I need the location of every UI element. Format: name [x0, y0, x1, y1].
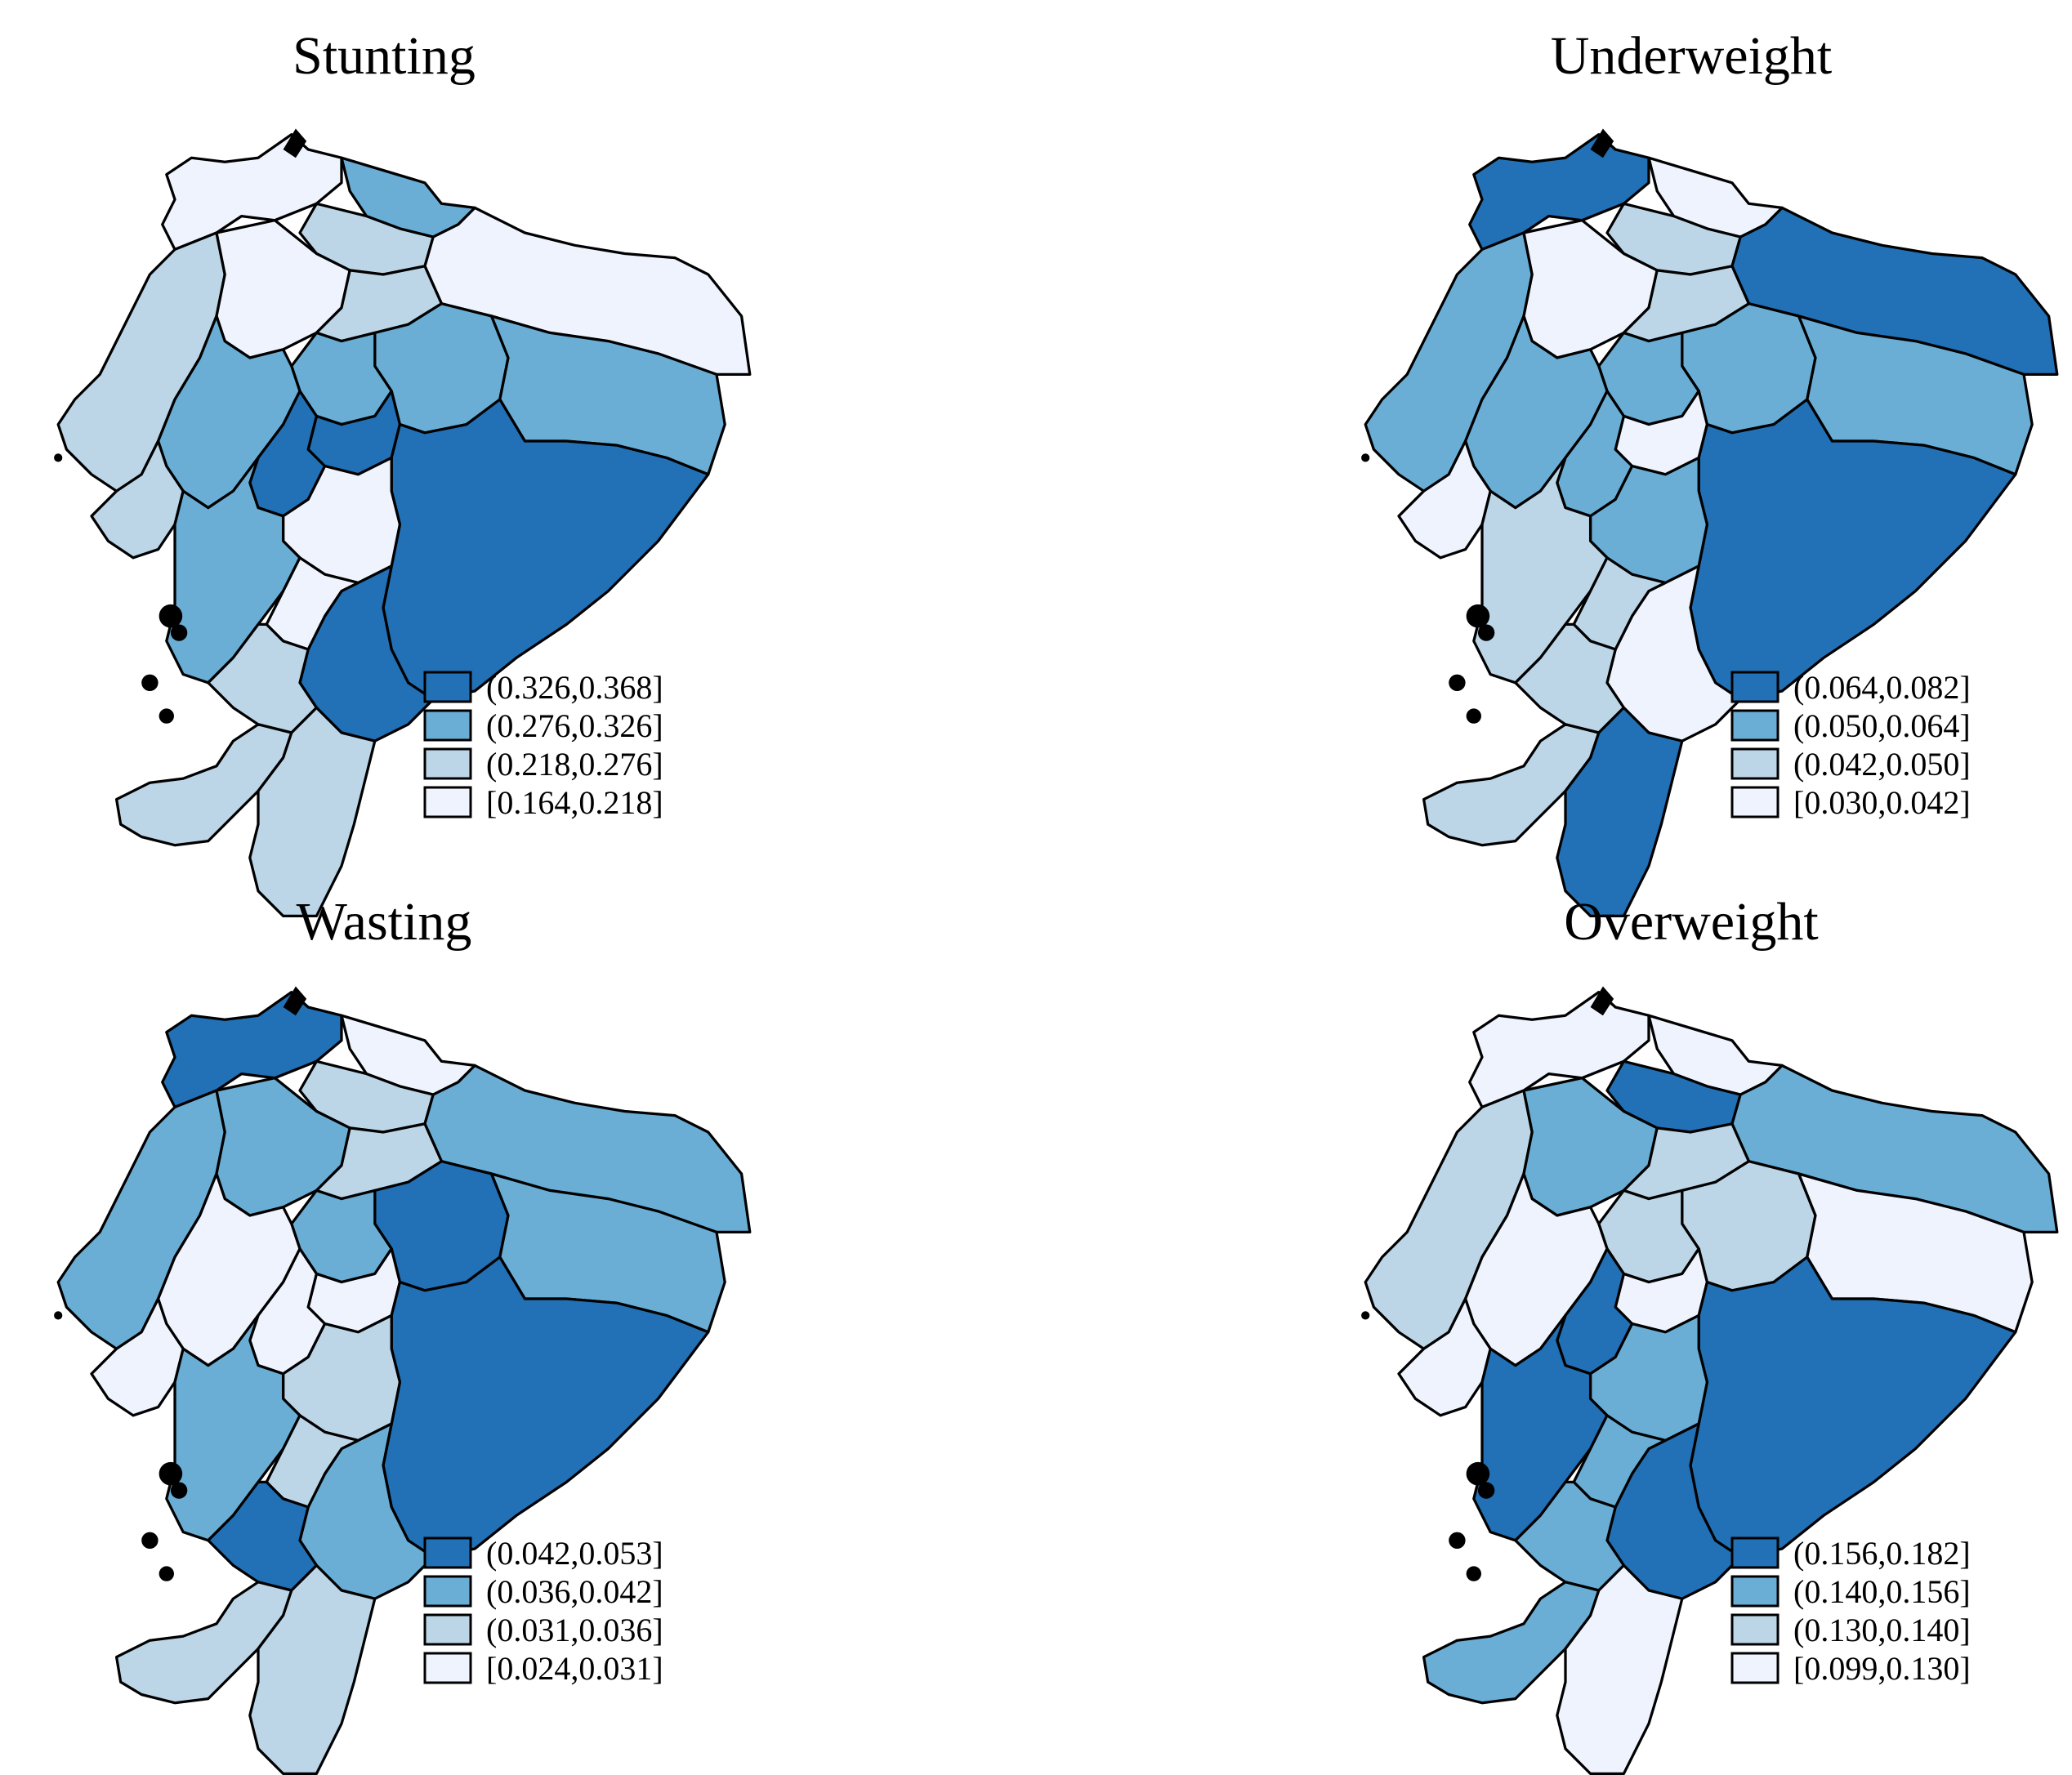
- legend-swatch: [423, 671, 472, 703]
- legend-label: (0.218,0.276]: [486, 746, 663, 783]
- panel-title: Wasting: [297, 892, 472, 952]
- legend-label: [0.030,0.042]: [1793, 784, 1971, 821]
- map-stunting: [54, 128, 752, 918]
- island-marker: [159, 1566, 174, 1581]
- legend-swatch: [1730, 786, 1780, 818]
- legend-swatch: [1730, 1536, 1780, 1569]
- legend-label: (0.276,0.326]: [486, 707, 663, 744]
- island-marker: [141, 674, 159, 691]
- map-panel-wasting: Wasting (0.042,0.053](0.036,0.042](0.031,…: [54, 892, 752, 1775]
- island-marker: [170, 1482, 188, 1499]
- legend-swatch: [1730, 1652, 1780, 1684]
- coastal-feature: [283, 986, 307, 1016]
- legend-label: [0.024,0.031]: [486, 1650, 663, 1687]
- island-marker: [159, 604, 183, 628]
- legend-label: [0.099,0.130]: [1793, 1650, 1971, 1687]
- legend-swatch: [423, 747, 472, 780]
- panel-title: Overweight: [1564, 892, 1819, 952]
- legend-label: (0.050,0.064]: [1793, 707, 1971, 744]
- province-region: [215, 1077, 351, 1217]
- province-region: [161, 991, 343, 1109]
- coastal-feature: [1590, 986, 1614, 1016]
- legend-label: [0.164,0.218]: [486, 784, 663, 821]
- legend-stunting: (0.326,0.368](0.276,0.326](0.218,0.276][…: [423, 669, 663, 821]
- province-region: [1468, 133, 1650, 252]
- legend-swatch: [423, 709, 472, 742]
- panel-title: Underweight: [1551, 26, 1833, 86]
- legend-swatch: [1730, 671, 1780, 703]
- island-marker: [170, 624, 188, 641]
- province-region: [248, 1563, 377, 1775]
- island-marker: [1449, 1532, 1466, 1549]
- legend-label: (0.156,0.182]: [1793, 1535, 1971, 1572]
- legend-label: (0.042,0.050]: [1793, 746, 1971, 783]
- legend-swatch: [423, 786, 472, 818]
- island-marker: [141, 1532, 159, 1549]
- island-marker: [1466, 1566, 1481, 1581]
- legend-swatch: [1730, 1613, 1780, 1646]
- province-region: [1522, 219, 1659, 359]
- legend-underweight: (0.064,0.082](0.050,0.064](0.042,0.050][…: [1730, 669, 1971, 821]
- coastal-feature: [1590, 128, 1614, 158]
- legend-label: (0.326,0.368]: [486, 669, 663, 706]
- island-marker: [1466, 1461, 1490, 1486]
- legend-swatch: [423, 1575, 472, 1608]
- island-marker: [159, 708, 174, 724]
- province-region: [215, 219, 351, 359]
- province-region: [248, 706, 377, 918]
- legend-swatch: [423, 1652, 472, 1684]
- panel-title: Stunting: [292, 26, 476, 86]
- province-region: [1556, 1563, 1684, 1775]
- island-marker: [159, 1461, 183, 1486]
- legend-swatch: [1730, 709, 1780, 742]
- island-marker: [1466, 604, 1490, 628]
- legend-swatch: [1730, 747, 1780, 780]
- legend-wasting: (0.042,0.053](0.036,0.042](0.031,0.036][…: [423, 1535, 663, 1687]
- island-marker: [1466, 708, 1481, 724]
- province-region: [1556, 706, 1684, 918]
- island-marker: [1477, 624, 1495, 641]
- map-panel-stunting: Stunting (0.326,0.368](0.276,0.326](0.218…: [54, 26, 752, 918]
- island-marker: [54, 453, 63, 462]
- coastal-feature: [283, 128, 307, 158]
- island-marker: [1361, 1311, 1370, 1320]
- map-wasting: [54, 986, 752, 1775]
- legend-overweight: (0.156,0.182](0.140,0.156](0.130,0.140][…: [1730, 1535, 1971, 1687]
- legend-swatch: [1730, 1575, 1780, 1608]
- legend-swatch: [423, 1613, 472, 1646]
- legend-label: (0.064,0.082]: [1793, 669, 1971, 706]
- island-marker: [1449, 674, 1466, 691]
- legend-swatch: [423, 1536, 472, 1569]
- province-region: [1522, 1077, 1659, 1217]
- legend-label: (0.031,0.036]: [486, 1612, 663, 1648]
- map-panel-overweight: Overweight (0.156,0.182](0.140,0.156](0.1…: [1361, 892, 2059, 1775]
- province-region: [161, 133, 343, 252]
- legend-label: (0.042,0.053]: [486, 1535, 663, 1572]
- map-underweight: [1361, 128, 2059, 918]
- island-marker: [1477, 1482, 1495, 1499]
- province-region: [1468, 991, 1650, 1109]
- map-panel-underweight: Underweight (0.064,0.082](0.050,0.064](0.…: [1361, 26, 2059, 918]
- island-marker: [1361, 453, 1370, 462]
- island-marker: [54, 1311, 63, 1320]
- map-overweight: [1361, 986, 2059, 1775]
- legend-label: (0.036,0.042]: [486, 1573, 663, 1610]
- legend-label: (0.130,0.140]: [1793, 1612, 1971, 1648]
- legend-label: (0.140,0.156]: [1793, 1573, 1971, 1610]
